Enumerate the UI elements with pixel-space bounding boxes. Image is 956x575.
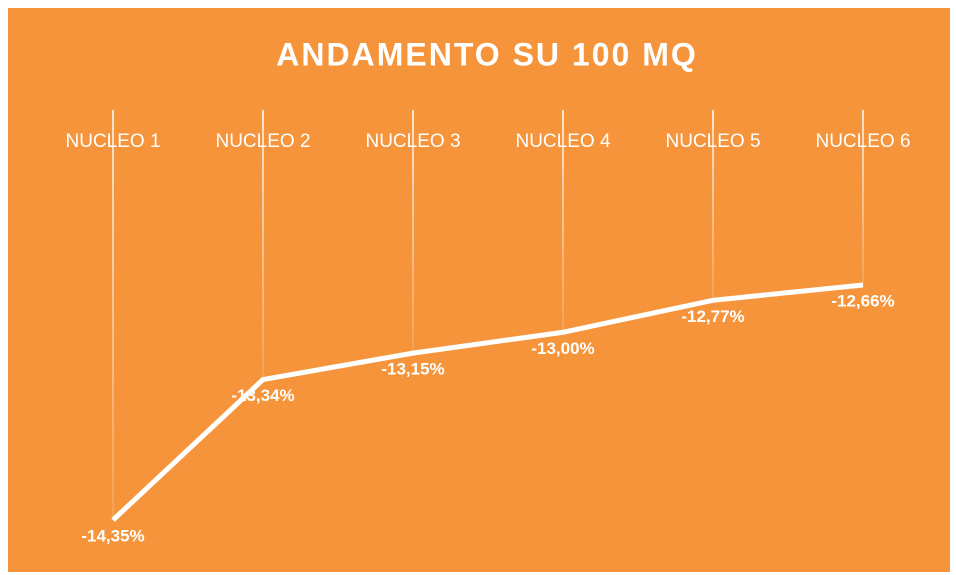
data-label: -14,35%: [81, 526, 144, 545]
data-label: -13,34%: [231, 386, 294, 405]
line: [111, 282, 864, 522]
data-label: -13,00%: [531, 339, 594, 358]
drop-line: [712, 110, 714, 301]
drop-line: [112, 110, 114, 520]
drop-line: [412, 110, 414, 354]
drop-line: [562, 110, 564, 333]
data-label: -13,15%: [381, 360, 444, 379]
chart-title: ANDAMENTO SU 100 MQ: [276, 36, 697, 72]
data-label: -12,66%: [831, 291, 894, 310]
drop-line: [262, 110, 264, 380]
data-label: -12,77%: [681, 307, 744, 326]
drop-line: [862, 110, 864, 285]
